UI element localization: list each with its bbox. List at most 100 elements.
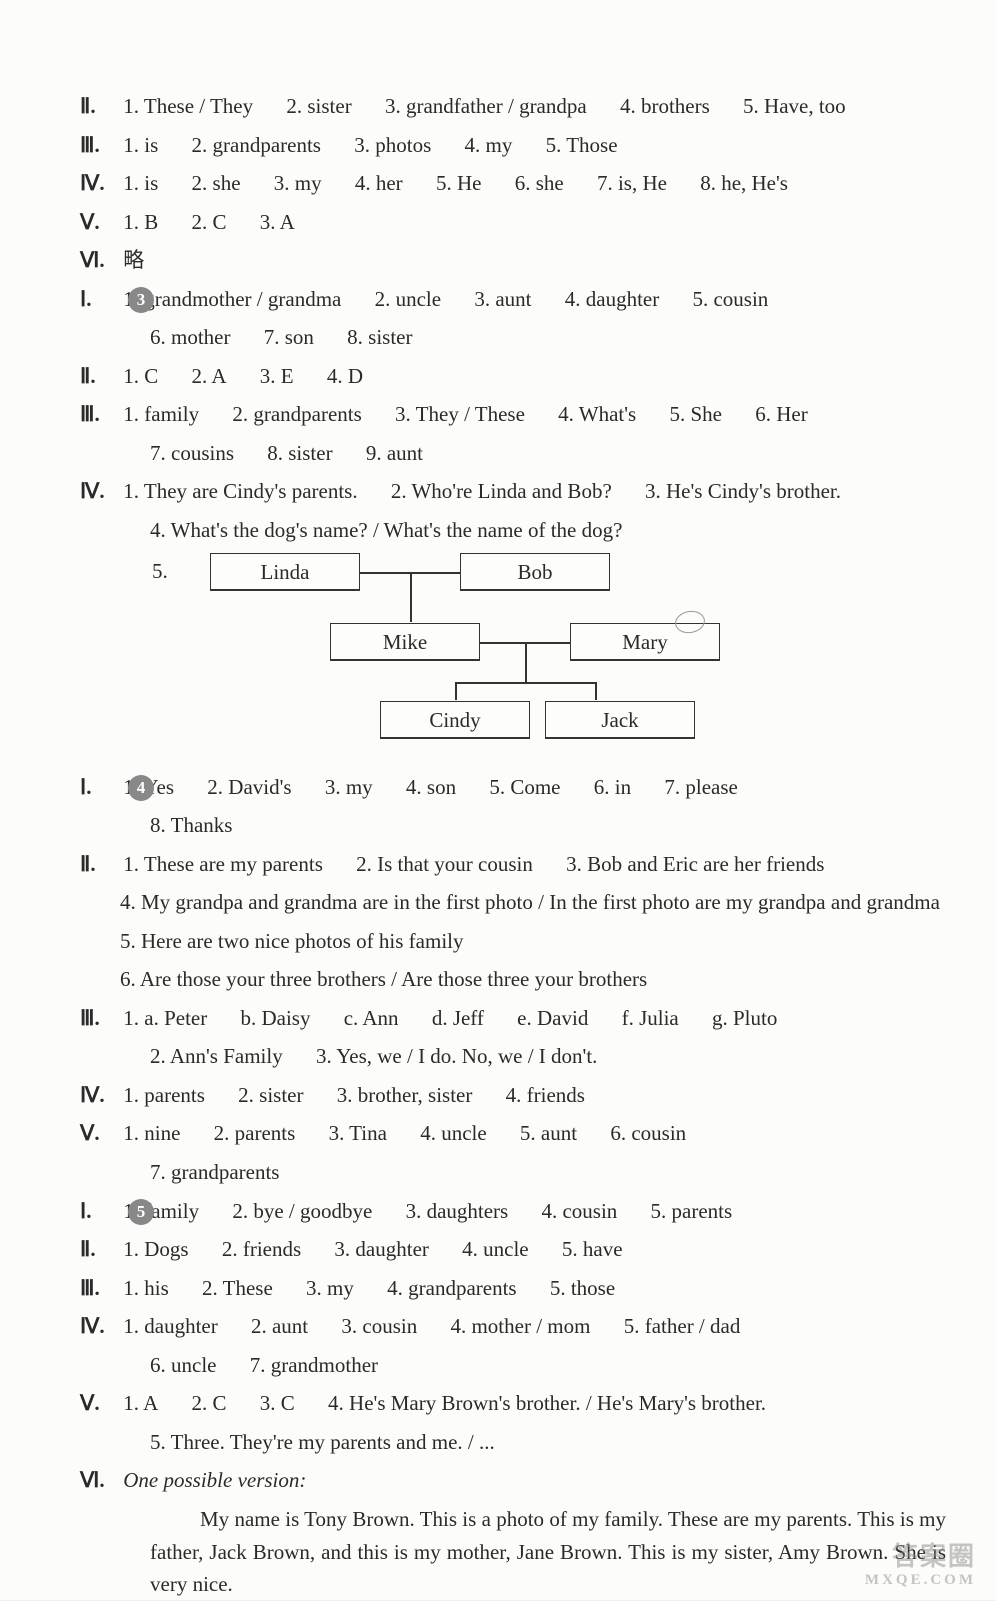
ans: 2. sister [238, 1079, 303, 1112]
ans: 6. Are those your three brothers / Are t… [120, 967, 647, 991]
family-tree: 5. Linda Bob Mike Mary Cindy Jack [210, 553, 946, 763]
ans: 3. grandfather / grandpa [385, 90, 587, 123]
roman-II: Ⅱ. [80, 360, 118, 393]
roman-I: Ⅰ. [80, 1195, 118, 1228]
b4-II-row1: Ⅱ. 1. These are my parents 2. Is that yo… [80, 848, 946, 881]
b3-IV-row1: Ⅳ. 1. They are Cindy's parents. 2. Who'r… [80, 475, 946, 508]
ans: 3. photos [354, 129, 431, 162]
ans: 5. Those [546, 129, 618, 162]
b5-I: Ⅰ. 1. family 2. bye / goodbye 3. daughte… [80, 1195, 946, 1228]
ans: 3. daughters [406, 1195, 509, 1228]
b4-II-row2: 4. My grandpa and grandma are in the fir… [80, 886, 946, 919]
ans: 4. daughter [565, 283, 659, 316]
ans: 2. grandparents [232, 398, 361, 431]
ans: 5. have [562, 1233, 623, 1266]
ans: 1. Dogs [123, 1233, 188, 1266]
ans: d. Jeff [432, 1002, 484, 1035]
b3-I-row1: Ⅰ. 1. grandmother / grandma 2. uncle 3. … [80, 283, 946, 316]
ans: 3. They / These [395, 398, 525, 431]
row-IV-top: Ⅳ. 1. is 2. she 3. my 4. her 5. He 6. sh… [80, 167, 946, 200]
ans: 3. Tina [329, 1117, 387, 1150]
ans: 8. he, He's [700, 167, 788, 200]
ans: 2. C [192, 1387, 227, 1420]
ans: 4. her [355, 167, 403, 200]
ans: 1. is [123, 129, 158, 162]
ans: 2. These [202, 1272, 273, 1305]
ans: 9. aunt [366, 437, 423, 470]
ans: 1. his [123, 1272, 169, 1305]
ans: 4. grandparents [387, 1272, 516, 1305]
ans: 5. parents [651, 1195, 733, 1228]
b5-II: Ⅱ. 1. Dogs 2. friends 3. daughter 4. unc… [80, 1233, 946, 1266]
row-II-top: Ⅱ. 1. These / They 2. sister 3. grandfat… [80, 90, 946, 123]
roman-III: Ⅲ. [80, 129, 118, 162]
roman-III: Ⅲ. [80, 1002, 118, 1035]
ans: 5. Three. They're my parents and me. / .… [150, 1430, 495, 1454]
ans: 2. Who're Linda and Bob? [391, 475, 612, 508]
ans: 6. uncle [150, 1349, 216, 1382]
ans: 4. D [327, 360, 363, 393]
ans: 7. grandparents [150, 1156, 279, 1189]
watermark: 答案圈 MXQE.COM [865, 1543, 976, 1588]
roman-V: Ⅴ. [80, 206, 118, 239]
ans: 3. E [260, 360, 294, 393]
b5-III: Ⅲ. 1. his 2. These 3. my 4. grandparents… [80, 1272, 946, 1305]
b4-III-row2: 2. Ann's Family 3. Yes, we / I do. No, w… [80, 1040, 946, 1073]
roman-IV: Ⅳ. [80, 475, 118, 508]
b4-V-row2: 7. grandparents [80, 1156, 946, 1189]
ans: 5. Have, too [743, 90, 846, 123]
roman-II: Ⅱ. [80, 90, 118, 123]
tree-node: Bob [460, 553, 610, 591]
ans: 1. B [123, 206, 158, 239]
ans: 5. Here are two nice photos of his famil… [120, 929, 464, 953]
circle-5: 5 [128, 1199, 154, 1225]
ans: 4. uncle [462, 1233, 528, 1266]
ans: 4. son [406, 771, 456, 804]
ans: 2. grandparents [192, 129, 321, 162]
ans: 4. He's Mary Brown's brother. / He's Mar… [328, 1387, 766, 1420]
b4-V-row1: Ⅴ. 1. nine 2. parents 3. Tina 4. uncle 5… [80, 1117, 946, 1150]
ans: 2. Ann's Family [150, 1040, 283, 1073]
ans: 1. They are Cindy's parents. [123, 475, 357, 508]
ans: 2. C [192, 206, 227, 239]
b5-VI-label: Ⅵ. One possible version: [80, 1464, 946, 1497]
ans: 5. those [550, 1272, 615, 1305]
roman-III: Ⅲ. [80, 1272, 118, 1305]
ans: 3. A [260, 206, 295, 239]
tree-edge [455, 682, 597, 684]
b3-I-row2: 6. mother 7. son 8. sister [80, 321, 946, 354]
text: 略 [123, 248, 144, 272]
roman-VI: Ⅵ. [80, 244, 118, 277]
ans: b. Daisy [240, 1002, 310, 1035]
ans: 4. What's [558, 398, 636, 431]
ans: 7. please [664, 771, 737, 804]
b3-III-row2: 7. cousins 8. sister 9. aunt [80, 437, 946, 470]
ans: 8. Thanks [150, 809, 232, 842]
ans: 2. uncle [375, 283, 441, 316]
roman-IV: Ⅳ. [80, 1310, 118, 1343]
ans: 1. grandmother / grandma [123, 283, 341, 316]
tree-node: Mike [330, 623, 480, 661]
ans: 2. aunt [251, 1310, 308, 1343]
ans: 1. family [123, 398, 199, 431]
ans: c. Ann [344, 1002, 399, 1035]
ans: 2. sister [286, 90, 351, 123]
b5-IV-row2: 6. uncle 7. grandmother [80, 1349, 946, 1382]
b5-V-row2: 5. Three. They're my parents and me. / .… [80, 1426, 946, 1459]
ans: 3. C [260, 1387, 295, 1420]
ans: f. Julia [622, 1002, 679, 1035]
b4-I-row2: 8. Thanks [80, 809, 946, 842]
ans: 4. uncle [420, 1117, 486, 1150]
roman-I: Ⅰ. [80, 771, 118, 804]
row-V-top: Ⅴ. 1. B 2. C 3. A [80, 206, 946, 239]
ans: 3. aunt [474, 283, 531, 316]
ans: 6. mother [150, 321, 230, 354]
roman-I: Ⅰ. [80, 283, 118, 316]
roman-II: Ⅱ. [80, 1233, 118, 1266]
ans: 2. bye / goodbye [232, 1195, 372, 1228]
ans: 4. My grandpa and grandma are in the fir… [120, 890, 940, 914]
ans: e. David [517, 1002, 588, 1035]
ans: 5. Come [489, 771, 560, 804]
ans: 7. cousins [150, 437, 234, 470]
b5-IV-row1: Ⅳ. 1. daughter 2. aunt 3. cousin 4. moth… [80, 1310, 946, 1343]
